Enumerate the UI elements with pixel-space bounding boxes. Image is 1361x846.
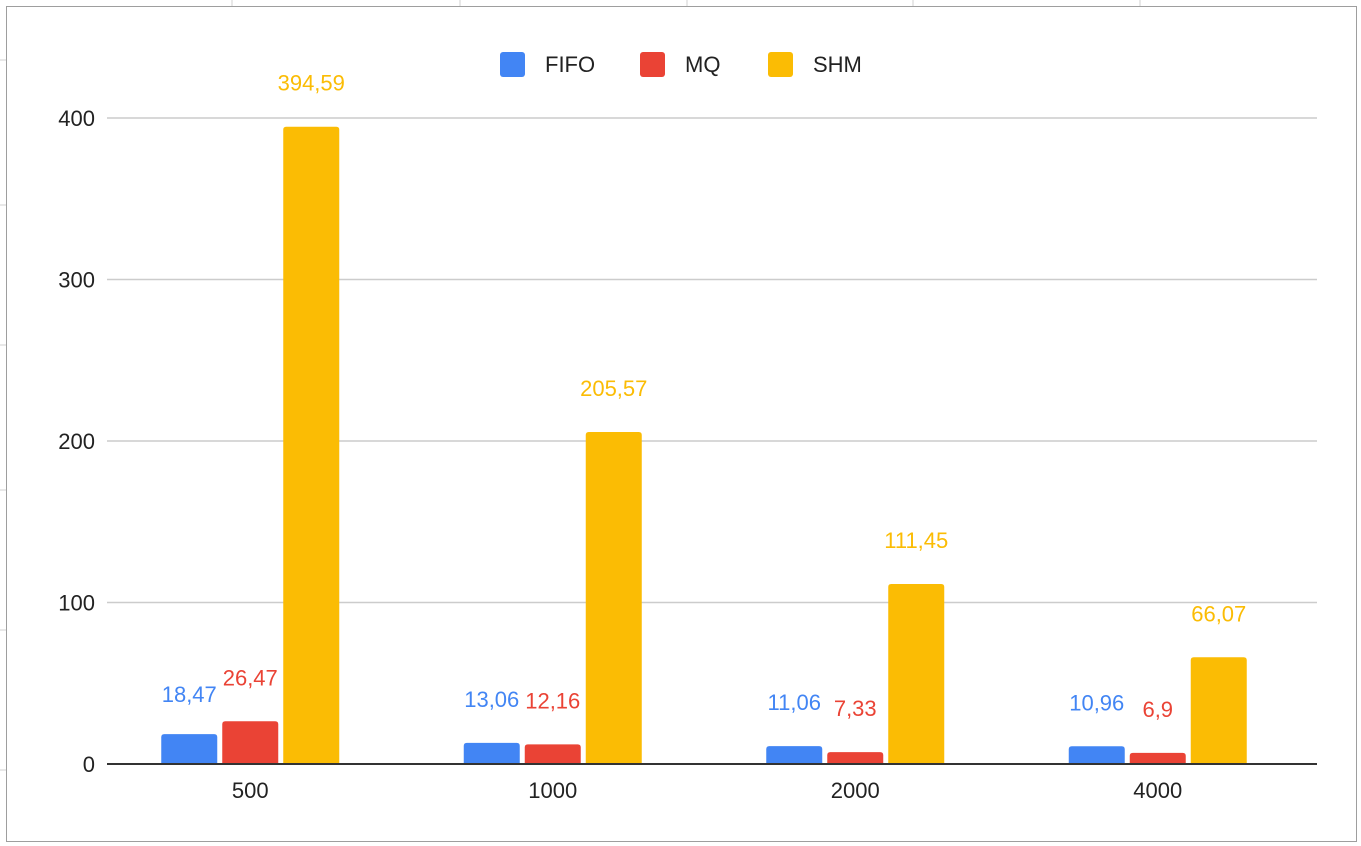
x-tick-label: 2000	[831, 778, 880, 803]
data-label-fifo-2000: 11,06	[768, 690, 821, 715]
bar-mq-1000[interactable]	[524, 744, 581, 764]
bar-mq-4000[interactable]	[1129, 752, 1186, 764]
bar-fifo-1000[interactable]	[463, 742, 520, 764]
y-tick-label: 100	[58, 591, 95, 616]
data-label-shm-4000: 66,07	[1191, 601, 1246, 626]
legend-label-mq[interactable]: MQ	[685, 52, 720, 77]
bar-shm-4000[interactable]	[1190, 657, 1247, 764]
x-tick-label: 500	[232, 778, 269, 803]
data-label-fifo-500: 18,47	[162, 682, 217, 707]
bar-mq-500[interactable]	[222, 721, 279, 764]
bar-shm-2000[interactable]	[888, 584, 945, 764]
x-tick-label: 4000	[1133, 778, 1182, 803]
bar-fifo-500[interactable]	[161, 734, 218, 764]
axes: 0 100 200 300 400 500 1000 2000 4000	[58, 106, 1317, 803]
data-label-mq-2000: 7,33	[834, 696, 877, 721]
legend-label-fifo[interactable]: FIFO	[545, 52, 595, 77]
bars	[161, 126, 1247, 764]
data-label-mq-4000: 6,9	[1142, 697, 1173, 722]
data-label-mq-500: 26,47	[223, 665, 278, 690]
data-label-shm-500: 394,59	[278, 71, 345, 96]
legend-label-shm[interactable]: SHM	[813, 52, 862, 77]
data-label-fifo-4000: 10,96	[1069, 690, 1124, 715]
legend-swatch-shm	[768, 52, 793, 77]
data-label-shm-2000: 111,45	[884, 528, 948, 553]
bar-fifo-4000[interactable]	[1068, 746, 1125, 764]
bar-shm-1000[interactable]	[585, 432, 642, 764]
legend[interactable]: FIFO MQ SHM	[500, 52, 862, 77]
bar-mq-2000[interactable]	[827, 752, 884, 764]
x-tick-label: 1000	[528, 778, 577, 803]
data-label-fifo-1000: 13,06	[464, 687, 519, 712]
bar-fifo-2000[interactable]	[766, 746, 823, 764]
legend-swatch-fifo	[500, 52, 525, 77]
data-label-mq-1000: 12,16	[525, 688, 580, 713]
y-tick-label: 200	[58, 429, 95, 454]
data-label-shm-1000: 205,57	[580, 376, 647, 401]
y-tick-label: 0	[83, 752, 95, 777]
y-tick-label: 400	[58, 106, 95, 131]
y-tick-label: 300	[58, 268, 95, 293]
bar-shm-500[interactable]	[283, 126, 340, 764]
legend-swatch-mq	[640, 52, 665, 77]
chart-container[interactable]: 18,47 26,47 394,59 13,06 12,16 205,57 11,06 7,3…	[6, 6, 1357, 842]
